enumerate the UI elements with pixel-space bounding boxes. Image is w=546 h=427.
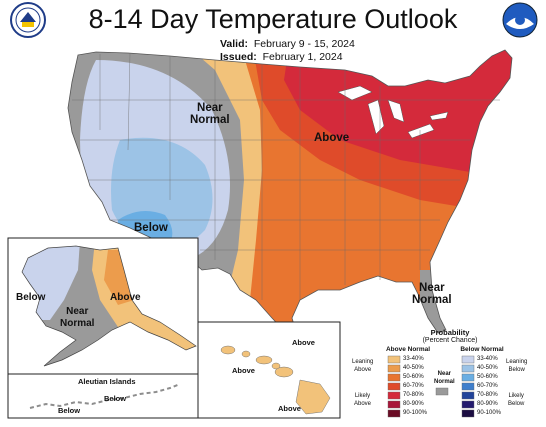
above-range-label: 80-90%: [403, 401, 424, 407]
below-range-label: 90-100%: [477, 410, 502, 416]
valid-value: February 9 - 15, 2024: [253, 38, 355, 50]
below-swatch: [461, 382, 475, 391]
below-swatch: [461, 391, 475, 400]
label-hawaii-above-south: Above: [278, 404, 301, 413]
label-hawaii-above-north: Above: [292, 338, 315, 347]
above-swatch: [387, 391, 401, 400]
legend-subtitle: (Percent Chance): [422, 337, 478, 344]
below-range-label: 40-50%: [477, 365, 498, 371]
below-range-label: 50-60%: [477, 374, 498, 380]
legend-title: Probability: [430, 328, 470, 337]
label-aleutian-below-east: Below: [104, 394, 127, 403]
issued-value: February 1, 2024: [262, 51, 343, 63]
above-range-label: 90-100%: [403, 410, 428, 416]
label-near-normal-west: Near Normal: [190, 102, 230, 126]
page-title: 8-14 Day Temperature Outlook: [88, 4, 458, 34]
above-swatch: [387, 409, 401, 418]
above-swatch: [387, 400, 401, 409]
below-range-label: 70-80%: [477, 392, 498, 398]
above-range-label: 60-70%: [403, 383, 424, 389]
hawaii-islands: [220, 345, 331, 415]
below-range-label: 80-90%: [477, 401, 498, 407]
below-range-label: 60-70%: [477, 383, 498, 389]
label-near-normal-se: Near Normal: [412, 282, 452, 306]
noaa-logo-icon: [502, 2, 538, 38]
conus-outlook-shading: [68, 50, 512, 338]
state-lines: [72, 52, 500, 300]
doc-seal-icon: [10, 2, 46, 38]
aleutian-islands-shape: [29, 383, 181, 409]
below-swatch: [461, 364, 475, 373]
legend-leaning-below: Leaning Below: [506, 359, 528, 373]
label-below-main: Below: [134, 222, 168, 234]
great-lakes: [337, 85, 449, 139]
valid-label: Valid:: [220, 38, 249, 50]
above-range-label: 40-50%: [403, 365, 424, 371]
label-above-main: Above: [314, 132, 350, 144]
label-alaska-above: Above: [110, 292, 141, 303]
below-swatch: [461, 400, 475, 409]
legend-likely-above: Likely Above: [354, 393, 372, 407]
above-swatch: [387, 355, 401, 364]
above-swatch: [387, 364, 401, 373]
above-range-label: 70-80%: [403, 392, 424, 398]
above-range-label: 33-40%: [403, 356, 424, 362]
alaska-outline: [21, 245, 197, 367]
label-aleutian-below-west: Below: [58, 406, 81, 415]
above-swatch: [387, 382, 401, 391]
above-swatch: [387, 373, 401, 382]
legend-likely-below: Likely Below: [508, 393, 525, 407]
above-range-label: 50-60%: [403, 374, 424, 380]
legend-swatches: [387, 355, 475, 418]
legend-below-header: Below Normal: [460, 346, 504, 353]
legend-above-header: Above Normal: [385, 346, 431, 353]
issued-label: Issued:: [220, 51, 257, 63]
label-hawaii-above-west: Above: [232, 366, 255, 375]
legend-near-normal: Near Normal: [434, 371, 455, 385]
below-swatch: [461, 409, 475, 418]
label-alaska-below: Below: [16, 292, 46, 303]
below-range-label: 33-40%: [477, 356, 498, 362]
aleutian-title: Aleutian Islands: [78, 377, 136, 386]
near-normal-swatch: [435, 387, 449, 396]
label-alaska-near-normal: Near Normal: [60, 306, 95, 329]
date-block: Valid: February 9 - 15, 2024 Issued: Feb…: [220, 38, 355, 64]
legend-leaning-above: Leaning Above: [352, 359, 374, 373]
aleutian-inset: [7, 373, 199, 419]
below-swatch: [461, 373, 475, 382]
below-swatch: [461, 355, 475, 364]
